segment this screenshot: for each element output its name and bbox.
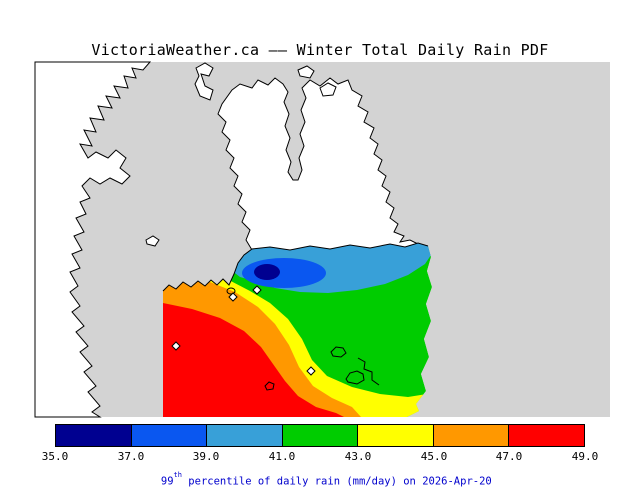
station-diamond-icon xyxy=(252,285,262,295)
colorbar-segment xyxy=(509,425,585,446)
colorbar-segment xyxy=(131,425,208,446)
shore-squiggle xyxy=(357,357,380,386)
caption-rest: percentile of daily rain (mm/day) on 202… xyxy=(181,475,492,488)
colorbar-segment xyxy=(282,425,359,446)
colorbar-tick-label: 37.0 xyxy=(117,450,145,463)
island-north-1 xyxy=(297,65,315,79)
coastline-overlay xyxy=(162,242,429,391)
coastline-north-of-field xyxy=(162,242,429,292)
colorbar-tick-label: 45.0 xyxy=(420,450,448,463)
colorbar xyxy=(55,424,585,447)
colorbar-tick-labels: 35.0 37.0 39.0 41.0 43.0 45.0 47.0 49.0 xyxy=(0,450,640,464)
colorbar-segment xyxy=(56,425,132,446)
colorbar-tick-label: 47.0 xyxy=(495,450,523,463)
colorbar-tick-label: 43.0 xyxy=(344,450,372,463)
land-hook-peninsula xyxy=(194,62,214,101)
colorbar-tick-label: 41.0 xyxy=(268,450,296,463)
islet-outline-3 xyxy=(264,381,275,391)
land-west-coast xyxy=(34,61,152,418)
page-title: VictoriaWeather.ca —— Winter Total Daily… xyxy=(91,41,549,59)
bay-outline xyxy=(226,287,236,295)
colorbar-segment xyxy=(433,425,510,446)
colorbar-tick-label: 35.0 xyxy=(41,450,69,463)
band-47-49-red xyxy=(163,303,344,417)
caption-superscript: th xyxy=(173,471,182,479)
land-central-peninsula xyxy=(217,77,429,253)
island-channel xyxy=(145,235,160,247)
colorbar-segment xyxy=(207,425,283,446)
station-diamond-icon xyxy=(171,341,181,351)
station-markers xyxy=(171,285,316,376)
caption: 99th percentile of daily rain (mm/day) o… xyxy=(0,462,640,488)
station-diamond-icon xyxy=(228,292,238,302)
islet-outline-1 xyxy=(330,346,347,358)
land-masses xyxy=(34,61,429,418)
islet-outline-2 xyxy=(345,370,365,385)
colorbar-tick-label: 39.0 xyxy=(192,450,220,463)
island-north-2 xyxy=(319,82,337,97)
station-diamond-icon xyxy=(306,366,316,376)
band-35-37-navy xyxy=(254,264,280,280)
colorbar-tick-label: 49.0 xyxy=(571,450,599,463)
contour-field xyxy=(163,243,432,417)
colorbar-segment xyxy=(358,425,434,446)
caption-value: 99 xyxy=(160,475,174,488)
